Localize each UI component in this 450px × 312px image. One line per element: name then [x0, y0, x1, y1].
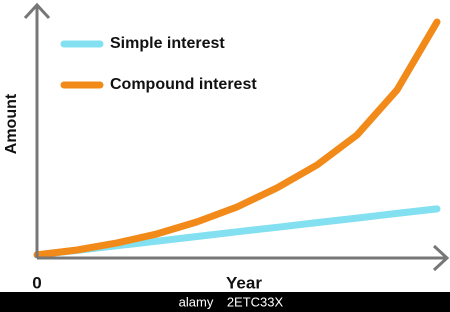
- watermark-brand: alamy: [179, 294, 214, 309]
- x-axis-label: Year: [226, 273, 262, 292]
- legend-label: Compound interest: [110, 76, 257, 93]
- plot-area: [33, 18, 441, 259]
- legend-label: Simple interest: [110, 35, 225, 52]
- watermark-id: 2ETC33X: [227, 294, 284, 309]
- x-axis: [37, 244, 450, 272]
- y-axis: [23, 2, 51, 258]
- y-axis-label: Amount: [3, 93, 20, 154]
- line: [33, 18, 441, 259]
- watermark-bar: [0, 292, 450, 312]
- x-tick-label: 0: [32, 273, 41, 292]
